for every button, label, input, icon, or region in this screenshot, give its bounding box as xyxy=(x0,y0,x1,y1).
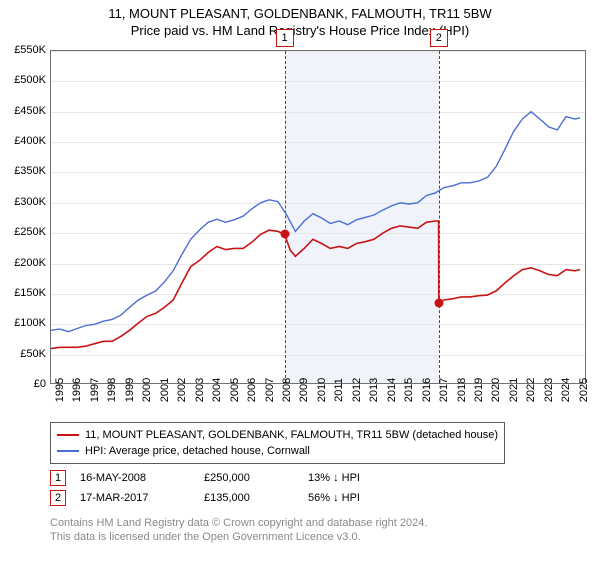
x-axis-label: 2018 xyxy=(456,378,468,402)
x-axis-label: 2008 xyxy=(281,378,293,402)
legend-text: HPI: Average price, detached house, Corn… xyxy=(85,443,310,459)
x-axis-label: 2022 xyxy=(525,378,537,402)
y-axis-label: £400K xyxy=(6,135,46,147)
y-axis-label: £550K xyxy=(6,44,46,56)
x-axis-label: 2025 xyxy=(578,378,590,402)
x-axis-label: 1996 xyxy=(71,378,83,402)
annotation-marker-box: 1 xyxy=(50,470,66,486)
sale-dot xyxy=(434,299,443,308)
x-axis-label: 2012 xyxy=(351,378,363,402)
x-axis-label: 1995 xyxy=(54,378,66,402)
legend-row: HPI: Average price, detached house, Corn… xyxy=(57,443,498,459)
x-axis-label: 2015 xyxy=(403,378,415,402)
y-axis-label: £150K xyxy=(6,287,46,299)
x-axis-label: 2013 xyxy=(368,378,380,402)
sale-dot xyxy=(280,230,289,239)
x-axis-label: 2006 xyxy=(246,378,258,402)
sale-marker-box: 1 xyxy=(276,29,294,47)
x-axis-label: 1998 xyxy=(106,378,118,402)
y-axis-label: £200K xyxy=(6,257,46,269)
x-axis-label: 2001 xyxy=(159,378,171,402)
annotation-price: £135,000 xyxy=(204,492,294,504)
legend-swatch xyxy=(57,450,79,452)
x-axis-label: 2004 xyxy=(211,378,223,402)
series-red xyxy=(51,221,580,349)
x-axis-label: 2024 xyxy=(560,378,572,402)
legend-text: 11, MOUNT PLEASANT, GOLDENBANK, FALMOUTH… xyxy=(85,427,498,443)
x-axis-label: 2014 xyxy=(386,378,398,402)
y-axis-label: £450K xyxy=(6,105,46,117)
annotation-date: 16-MAY-2008 xyxy=(80,472,190,484)
x-axis-label: 2007 xyxy=(264,378,276,402)
legend-row: 11, MOUNT PLEASANT, GOLDENBANK, FALMOUTH… xyxy=(57,427,498,443)
x-axis-label: 2020 xyxy=(490,378,502,402)
x-axis-label: 2021 xyxy=(508,378,520,402)
x-axis-label: 2023 xyxy=(543,378,555,402)
x-axis-label: 2011 xyxy=(333,378,345,402)
annotation-row: 1 16-MAY-2008 £250,000 13% ↓ HPI xyxy=(50,468,360,488)
x-axis-label: 2019 xyxy=(473,378,485,402)
series-blue xyxy=(51,112,580,332)
sales-annotation-table: 1 16-MAY-2008 £250,000 13% ↓ HPI 2 17-MAR-201… xyxy=(50,468,360,508)
chart-title-line1: 11, MOUNT PLEASANT, GOLDENBANK, FALMOUTH… xyxy=(0,6,600,21)
y-axis-label: £50K xyxy=(6,348,46,360)
footnote: Contains HM Land Registry data © Crown c… xyxy=(50,516,427,544)
x-axis-label: 2009 xyxy=(298,378,310,402)
x-axis-label: 2000 xyxy=(141,378,153,402)
x-axis-label: 2002 xyxy=(176,378,188,402)
x-axis-label: 2005 xyxy=(229,378,241,402)
annotation-date: 17-MAR-2017 xyxy=(80,492,190,504)
footnote-line2: This data is licensed under the Open Gov… xyxy=(50,530,427,544)
x-axis-label: 2010 xyxy=(316,378,328,402)
sale-marker-box: 2 xyxy=(430,29,448,47)
annotation-marker-box: 2 xyxy=(50,490,66,506)
x-axis-label: 1999 xyxy=(124,378,136,402)
legend: 11, MOUNT PLEASANT, GOLDENBANK, FALMOUTH… xyxy=(50,422,505,464)
x-axis-label: 2003 xyxy=(194,378,206,402)
legend-swatch xyxy=(57,434,79,436)
x-axis-label: 1997 xyxy=(89,378,101,402)
y-axis-label: £100K xyxy=(6,317,46,329)
chart-svg xyxy=(51,51,587,385)
x-axis-label: 2017 xyxy=(438,378,450,402)
annotation-row: 2 17-MAR-2017 £135,000 56% ↓ HPI xyxy=(50,488,360,508)
chart-plot-area: 12 xyxy=(50,50,586,384)
annotation-delta: 13% ↓ HPI xyxy=(308,472,360,484)
y-axis-label: £350K xyxy=(6,165,46,177)
y-axis-label: £250K xyxy=(6,226,46,238)
annotation-delta: 56% ↓ HPI xyxy=(308,492,360,504)
footnote-line1: Contains HM Land Registry data © Crown c… xyxy=(50,516,427,530)
y-axis-label: £300K xyxy=(6,196,46,208)
y-axis-label: £0 xyxy=(6,378,46,390)
annotation-price: £250,000 xyxy=(204,472,294,484)
chart-title-line2: Price paid vs. HM Land Registry's House … xyxy=(0,23,600,38)
y-axis-label: £500K xyxy=(6,74,46,86)
x-axis-label: 2016 xyxy=(421,378,433,402)
